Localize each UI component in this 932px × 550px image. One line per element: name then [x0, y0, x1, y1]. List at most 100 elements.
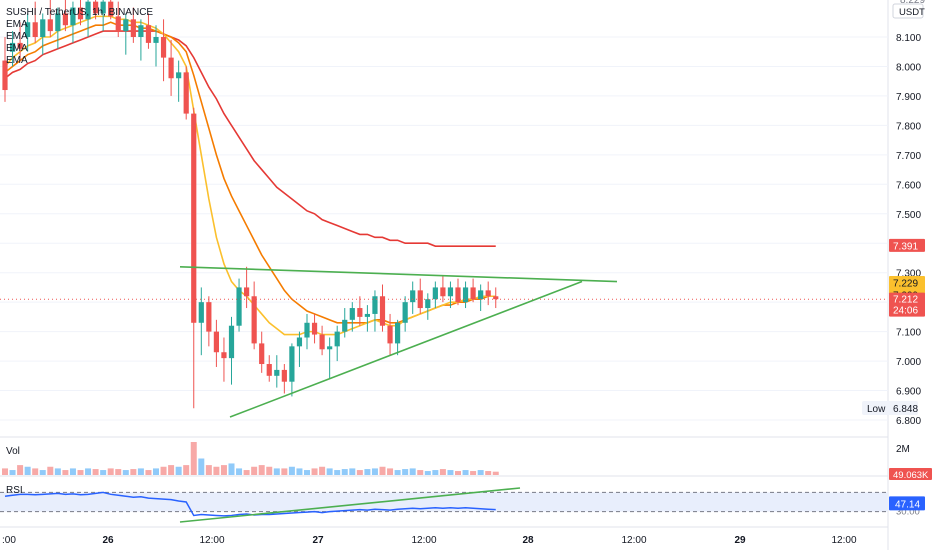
volume-bar	[2, 468, 8, 475]
low-marker-value: 6.848	[893, 404, 918, 415]
rsi-label[interactable]: RSI	[6, 485, 23, 496]
volume-bar	[198, 458, 205, 475]
price-grid	[0, 36, 888, 421]
volume-bar	[424, 471, 431, 475]
volume-bars	[2, 442, 499, 475]
candle-body	[176, 72, 182, 79]
volume-bar	[243, 470, 250, 475]
candle-body	[327, 346, 333, 350]
volume-bar	[205, 465, 212, 475]
candle-body	[123, 19, 129, 32]
price-tick-label: 6.900	[896, 387, 921, 398]
volume-bar	[228, 463, 235, 475]
volume-bar	[54, 468, 61, 475]
rsi-value-bg	[889, 496, 925, 511]
volume-axis-label: 2M	[896, 444, 910, 455]
volume-label[interactable]: Vol	[6, 446, 20, 457]
volume-bar	[304, 470, 310, 475]
candle-body	[221, 352, 227, 359]
symbol-title[interactable]: SUSHI / TetherUS, 1h, BINANCE	[6, 7, 154, 18]
chart-legend: SUSHI / TetherUS, 1h, BINANCE EMA EMA EM…	[6, 7, 153, 67]
candle-body	[93, 1, 99, 14]
price-tick-label: 7.500	[896, 210, 921, 221]
volume-bar	[85, 468, 92, 475]
trendlines[interactable]	[179, 266, 618, 418]
candle-body	[138, 25, 144, 37]
candle-body	[40, 19, 46, 37]
volume-bar	[69, 468, 76, 475]
volume-bar	[213, 466, 220, 475]
candle-body	[462, 287, 469, 303]
volume-bar	[251, 466, 258, 475]
price-tick-label: 7.700	[896, 151, 921, 162]
volume-bar	[485, 471, 492, 475]
ema-mid-price-badge: 7.229	[893, 279, 918, 290]
rsi-divergence-trendline	[179, 487, 521, 523]
candle-body	[281, 369, 287, 382]
volume-bar	[168, 465, 175, 475]
candle-body	[70, 7, 76, 26]
volume-bar	[77, 470, 84, 475]
volume-bar	[371, 468, 378, 475]
rsi-value: 47.14	[895, 499, 920, 510]
candle-body	[206, 302, 212, 332]
ema-legend-1[interactable]: EMA	[6, 19, 28, 30]
candle-body	[153, 37, 159, 43]
volume-bar	[175, 466, 182, 475]
volume-bar	[356, 470, 363, 475]
volume-bar	[334, 470, 341, 475]
volume-bar	[160, 466, 167, 475]
volume-bar	[364, 469, 371, 475]
rsi-line-group	[4, 487, 521, 523]
volume-bar	[92, 469, 99, 475]
price-tick-label: 7.000	[896, 357, 921, 368]
candle-body	[342, 319, 348, 332]
volume-bar	[266, 466, 273, 475]
candle-body	[62, 13, 68, 26]
volume-bar	[115, 469, 122, 475]
volume-bar	[183, 465, 190, 475]
ema-legend-2[interactable]: EMA	[6, 31, 28, 42]
candle-body	[2, 60, 8, 91]
volume-bar	[39, 470, 46, 475]
candle-body	[191, 113, 197, 323]
candle-body	[319, 334, 325, 350]
candle-body	[85, 1, 91, 20]
ema_fast-line	[4, 15, 496, 336]
ema-legend-3[interactable]: EMA	[6, 43, 28, 54]
time-axis-label: 27	[312, 535, 324, 546]
volume-bar	[462, 470, 469, 475]
ema-legend-4[interactable]: EMA	[6, 55, 28, 66]
time-axis-label: 12:00	[199, 535, 224, 546]
candle-body	[266, 364, 272, 376]
volume-bar	[455, 471, 461, 475]
price-tick-label-top: 8.229	[900, 0, 925, 6]
volume-bar	[311, 468, 318, 475]
candle-body	[304, 322, 310, 338]
volume-bar	[394, 470, 401, 475]
candle-body	[32, 22, 38, 37]
candle-body	[55, 13, 61, 32]
support-trendline	[229, 280, 583, 418]
volume-bar	[258, 465, 265, 475]
time-axis-label: 29	[734, 535, 746, 546]
candle-body	[228, 325, 235, 359]
candle-body	[274, 369, 280, 376]
volume-bar	[137, 468, 144, 475]
candle-body	[183, 72, 189, 114]
candle-body	[440, 287, 446, 297]
volume-bar	[326, 468, 333, 475]
candle-body	[485, 290, 491, 297]
volume-bar	[100, 470, 107, 475]
price-tick-label: 7.900	[896, 92, 921, 103]
volume-bar	[288, 466, 295, 475]
candle-body	[115, 16, 121, 32]
time-axis-label: 26	[102, 535, 114, 546]
candle-body	[357, 308, 363, 317]
volume-bar	[24, 466, 31, 475]
volume-bar	[130, 469, 137, 475]
candle-body	[478, 290, 484, 300]
